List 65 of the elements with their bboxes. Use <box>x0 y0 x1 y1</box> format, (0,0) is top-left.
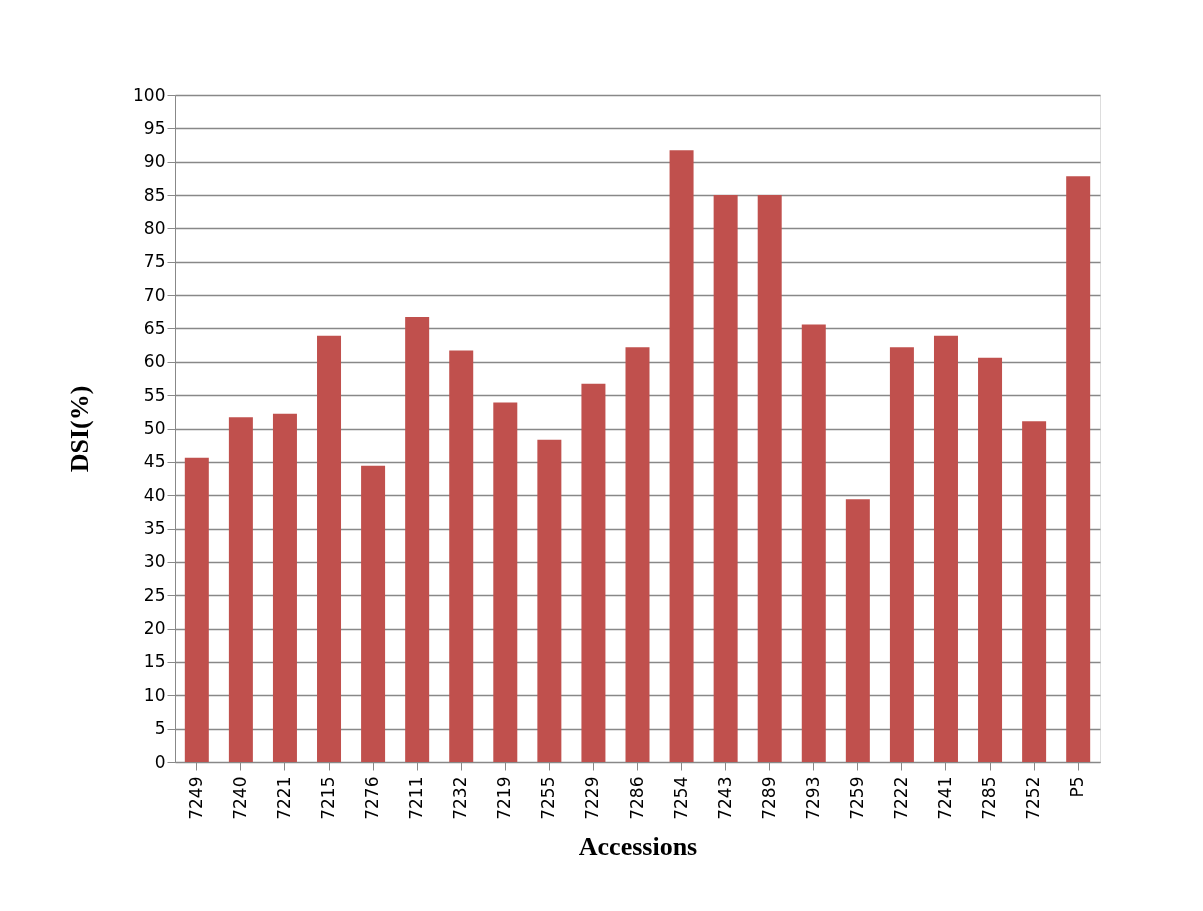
bar <box>493 402 518 762</box>
x-tick-label: 7293 <box>802 776 823 820</box>
bar <box>1022 421 1047 762</box>
bar <box>669 150 694 762</box>
bar <box>625 347 650 762</box>
bar <box>537 439 562 762</box>
bar <box>978 357 1003 762</box>
bar <box>801 324 826 762</box>
bar <box>889 347 914 762</box>
y-axis-title: DSI(%) <box>65 385 95 473</box>
y-tick-label: 80 <box>143 217 166 238</box>
x-tick-label: 7289 <box>758 776 779 820</box>
bar <box>449 350 474 762</box>
y-tick-label: 50 <box>143 418 166 438</box>
x-tick-label: 7286 <box>626 776 647 820</box>
y-tick-label: 60 <box>143 351 166 372</box>
bar <box>581 383 606 762</box>
y-tick-label: 15 <box>143 651 166 672</box>
y-tick-label: 100 <box>133 84 166 105</box>
x-tick-label: 7211 <box>406 776 427 820</box>
bar <box>757 195 782 762</box>
x-tick-label: 7254 <box>670 776 691 820</box>
bar <box>713 195 738 762</box>
x-axis-title: Accessions <box>578 831 698 861</box>
y-tick-label: 70 <box>143 284 166 305</box>
x-tick-label: 7252 <box>1023 776 1044 820</box>
bar <box>361 465 386 762</box>
y-tick-label: 45 <box>143 451 166 472</box>
bar <box>228 417 253 762</box>
x-tick-label: 7232 <box>450 776 471 820</box>
x-tick-label: 7241 <box>934 776 955 820</box>
y-tick-label: 25 <box>143 584 166 605</box>
bar <box>272 413 297 762</box>
x-tick-label: 7240 <box>229 776 250 820</box>
y-tick-label: 65 <box>143 317 166 338</box>
y-tick-label: 55 <box>143 384 166 405</box>
x-tick-label: 7249 <box>185 776 206 820</box>
x-tick-label: 7221 <box>273 776 294 820</box>
x-tick-label: 7285 <box>979 776 1000 820</box>
x-tick-label: 7222 <box>890 776 911 820</box>
y-tick-label: 10 <box>143 684 166 705</box>
y-tick-label: 75 <box>143 251 166 272</box>
bar <box>317 335 342 762</box>
x-tick-label: 7215 <box>318 776 339 820</box>
x-tick-label: P5 <box>1067 776 1088 798</box>
bar <box>184 457 209 762</box>
y-tick-label: 85 <box>143 184 166 205</box>
x-tick-label: 7276 <box>362 776 383 820</box>
x-tick-label: 7259 <box>846 776 867 820</box>
y-tick-label: 30 <box>143 551 166 572</box>
x-tick-label: 7255 <box>538 776 559 820</box>
bar <box>1066 176 1091 762</box>
bar <box>845 499 870 762</box>
y-tick-label: 20 <box>143 618 166 639</box>
y-tick-label: 0 <box>154 751 166 772</box>
x-tick-label: 7229 <box>582 776 603 820</box>
x-tick-label: 7219 <box>494 776 515 820</box>
bar <box>405 317 430 762</box>
y-tick-label: 40 <box>143 484 166 505</box>
x-tick-label: 7243 <box>714 776 735 820</box>
bar <box>933 335 958 762</box>
y-tick-label: 95 <box>143 117 166 138</box>
y-tick-label: 5 <box>154 718 166 739</box>
y-tick-label: 35 <box>143 518 166 539</box>
y-tick-label: 90 <box>143 151 166 172</box>
